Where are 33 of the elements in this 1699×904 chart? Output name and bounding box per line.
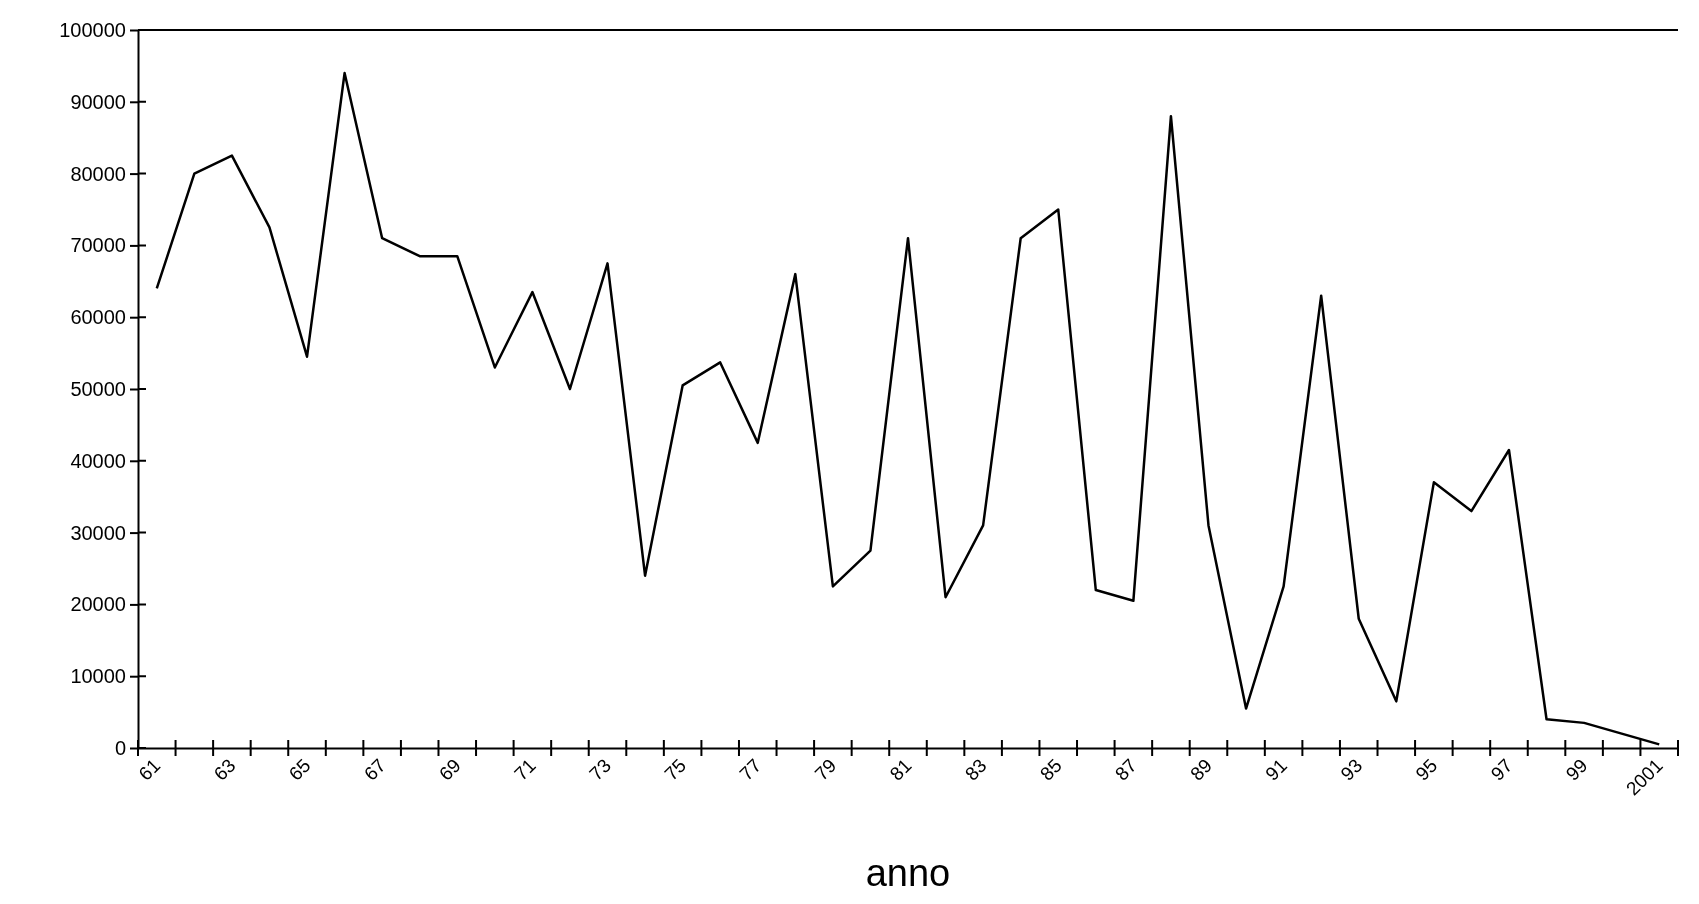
x-tick-label: 73: [585, 754, 616, 785]
x-tick-label: 71: [510, 754, 540, 785]
y-tick-label: 70000: [70, 234, 126, 257]
y-tick-label: 30000: [70, 521, 126, 544]
x-tick-label: 79: [810, 754, 841, 785]
x-tick-label: 61: [134, 754, 165, 785]
y-tick-label: 0: [114, 736, 126, 759]
x-tick-label: 91: [1261, 754, 1292, 785]
x-tick-label: 67: [359, 754, 390, 785]
y-tick-label: 60000: [70, 306, 126, 329]
x-tick-label: 85: [1035, 754, 1066, 785]
y-tick-label: 40000: [70, 449, 126, 472]
line-series: [155, 71, 1661, 746]
x-axis-title: anno: [865, 852, 951, 894]
x-tick-label: 93: [1336, 754, 1367, 785]
x-tick-label: 75: [660, 754, 691, 785]
x-tick-label: 95: [1411, 754, 1442, 785]
x-tick-label: 89: [1186, 754, 1217, 785]
x-tick-label: 83: [960, 754, 991, 785]
y-tick-label: 100000: [59, 18, 126, 41]
y-tick-label: 50000: [70, 377, 126, 400]
x-tick-label: 63: [209, 754, 240, 785]
x-tick-label: 65: [284, 754, 315, 785]
y-tick-label: 80000: [70, 162, 126, 185]
y-tick-label: 20000: [70, 593, 126, 616]
y-tick-label: 10000: [70, 665, 126, 688]
x-tick-label: 99: [1561, 754, 1592, 785]
x-tick-label: 69: [435, 754, 465, 785]
y-tick-label: 90000: [70, 90, 126, 113]
x-tick-label: 97: [1486, 754, 1517, 785]
x-tick-label: 77: [735, 754, 766, 785]
x-tick-label: 87: [1111, 754, 1141, 785]
x-tick-label: 81: [885, 754, 916, 785]
